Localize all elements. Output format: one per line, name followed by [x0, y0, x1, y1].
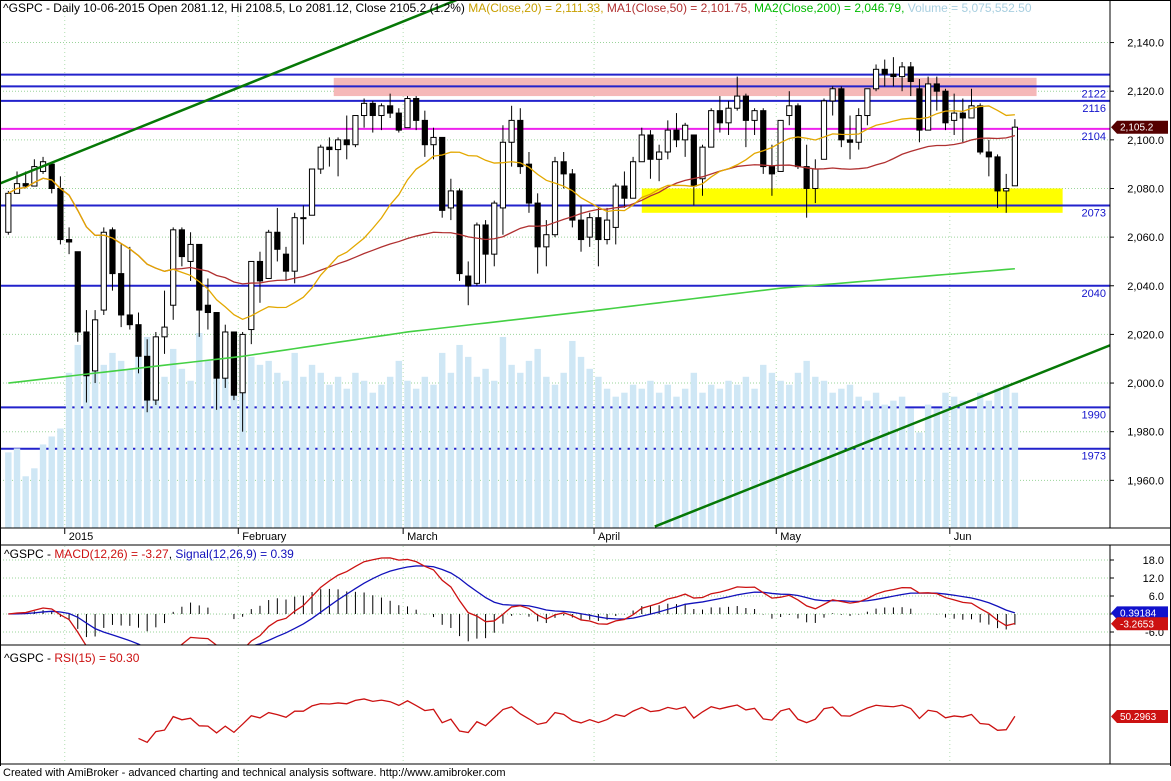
svg-text:2073: 2073 — [1082, 208, 1106, 220]
svg-text:February: February — [242, 531, 287, 543]
title-segment: MA(Close,20) = 2,111.33, — [468, 1, 607, 15]
svg-text:50.2963: 50.2963 — [1120, 712, 1157, 723]
svg-text:2,080.0: 2,080.0 — [1127, 183, 1164, 195]
trendlines — [0, 0, 1110, 528]
svg-text:2104: 2104 — [1082, 131, 1106, 143]
title-segment: MACD(12,26) = -3.27 — [54, 547, 169, 561]
date-axis: 2015 February March April May Jun — [0, 527, 1171, 546]
title-segment: ^GSPC - — [4, 547, 55, 561]
title-segment: , — [168, 547, 176, 561]
title-segment: ^GSPC - — [4, 651, 55, 665]
svg-text:2,140.0: 2,140.0 — [1127, 38, 1164, 50]
svg-text:2,105.2: 2,105.2 — [1120, 123, 1154, 134]
candles-layer — [5, 57, 1018, 432]
svg-text:2,120.0: 2,120.0 — [1127, 86, 1164, 98]
svg-text:-3.2653: -3.2653 — [1120, 619, 1154, 630]
svg-text:2,040.0: 2,040.0 — [1127, 281, 1164, 293]
svg-text:March: March — [407, 531, 438, 543]
svg-text:May: May — [780, 531, 801, 543]
svg-text:1,960.0: 1,960.0 — [1127, 475, 1164, 487]
svg-text:2015: 2015 — [69, 531, 93, 543]
svg-text:0.39184: 0.39184 — [1120, 608, 1157, 619]
price-axis: 2,140.0 2,120.0 2,100.0 2,080.0 2,060.0 2,040… — [1082, 0, 1164, 764]
price-panel-title: ^GSPC - Daily 10-06-2015 Open 2081.12, H… — [3, 1, 1032, 15]
svg-text:2,100.0: 2,100.0 — [1127, 135, 1164, 147]
svg-text:2040: 2040 — [1082, 288, 1106, 300]
title-segment: Signal(12,26,9) = 0.39 — [175, 547, 294, 561]
title-segment: Volume = 5,075,552.50 — [907, 1, 1032, 15]
footer-url: http://www.amibroker.com — [379, 767, 506, 779]
title-segment: RSI(15) = 50.30 — [54, 651, 140, 665]
svg-text:Jun: Jun — [954, 531, 972, 543]
svg-text:1,980.0: 1,980.0 — [1127, 427, 1164, 439]
value-badges: 2,105.2 0.39184-3.2653 50.2963 — [1111, 120, 1168, 723]
svg-text:2116: 2116 — [1082, 103, 1106, 115]
footer-text: Created with AmiBroker - advanced charti… — [3, 767, 380, 779]
macd-lines — [8, 557, 1016, 645]
svg-text:1973: 1973 — [1082, 451, 1106, 463]
volume-bars — [5, 333, 1019, 528]
svg-text:2,060.0: 2,060.0 — [1127, 232, 1164, 244]
svg-text:1990: 1990 — [1082, 409, 1106, 421]
status-bar: Created with AmiBroker - advanced charti… — [0, 766, 1171, 781]
macd-panel-title: ^GSPC - MACD(12,26) = -3.27, Signal(12,2… — [4, 547, 294, 561]
svg-text:18.0: 18.0 — [1143, 555, 1164, 567]
svg-text:2,000.0: 2,000.0 — [1127, 378, 1164, 390]
moving-averages — [8, 105, 1016, 384]
title-segment: MA1(Close,50) = 2,101.75, — [606, 1, 754, 15]
svg-text:12.0: 12.0 — [1143, 573, 1164, 585]
rsi-panel-title: ^GSPC - RSI(15) = 50.30 — [4, 651, 139, 665]
title-segment: MA2(Close,200) = 2,046.79, — [754, 1, 908, 15]
svg-text:2,020.0: 2,020.0 — [1127, 329, 1164, 341]
svg-text:6.0: 6.0 — [1149, 591, 1164, 603]
title-segment: ^GSPC - Daily 10-06-2015 Open 2081.12, H… — [3, 1, 469, 15]
svg-text:April: April — [598, 531, 620, 543]
svg-text:2122: 2122 — [1082, 88, 1106, 100]
rsi-line — [138, 698, 1016, 744]
